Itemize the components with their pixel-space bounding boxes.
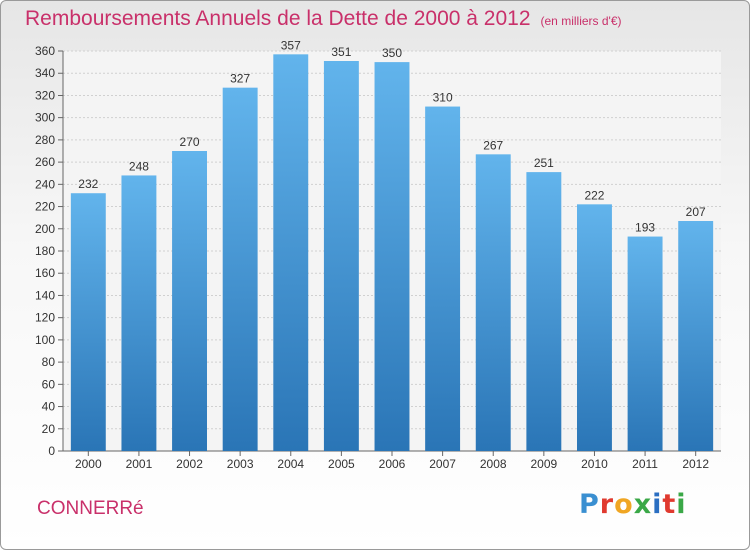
- data-label: 232: [78, 177, 98, 191]
- y-tick-label: 220: [35, 200, 55, 214]
- y-tick-label: 320: [35, 88, 55, 102]
- x-tick-label: 2003: [227, 457, 254, 471]
- bar: [678, 221, 714, 451]
- bar: [172, 151, 208, 451]
- bar: [475, 154, 511, 452]
- data-label: 357: [281, 38, 301, 52]
- x-tick-label: 2005: [328, 457, 355, 471]
- data-label: 222: [584, 188, 604, 202]
- x-tick-label: 2004: [277, 457, 304, 471]
- data-label: 251: [534, 156, 554, 170]
- chart-title: Remboursements Annuels de la Dette de 20…: [25, 7, 622, 31]
- y-tick-label: 340: [35, 66, 55, 80]
- proxiti-logo: Proxiti: [579, 489, 687, 520]
- y-tick-label: 200: [35, 222, 55, 236]
- y-tick-label: 100: [35, 333, 55, 347]
- data-label: 193: [635, 221, 655, 235]
- y-tick-label: 160: [35, 266, 55, 280]
- x-tick-label: 2006: [379, 457, 406, 471]
- data-label: 270: [180, 135, 200, 149]
- y-tick-label: 60: [42, 377, 56, 391]
- data-label: 351: [331, 45, 351, 59]
- y-tick-label: 120: [35, 311, 55, 325]
- bar: [273, 54, 309, 451]
- x-tick-label: 2012: [682, 457, 709, 471]
- bar: [576, 204, 612, 451]
- data-label: 207: [686, 205, 706, 219]
- y-tick-label: 300: [35, 111, 55, 125]
- x-tick-label: 2000: [75, 457, 102, 471]
- y-tick-label: 240: [35, 177, 55, 191]
- data-label: 310: [433, 91, 453, 105]
- unit-note: (en milliers d'€): [540, 14, 622, 28]
- x-tick-label: 2008: [480, 457, 507, 471]
- x-tick-label: 2010: [581, 457, 608, 471]
- data-label: 350: [382, 46, 402, 60]
- bar: [425, 106, 461, 452]
- data-label: 267: [483, 138, 503, 152]
- y-tick-label: 140: [35, 288, 55, 302]
- y-tick-label: 0: [48, 444, 55, 458]
- bar: [627, 236, 663, 451]
- y-tick-label: 180: [35, 244, 55, 258]
- town-name: CONNERRé: [37, 498, 144, 519]
- bar: [526, 172, 562, 451]
- title-text: Remboursements Annuels de la Dette de 20…: [25, 7, 531, 30]
- x-tick-label: 2002: [176, 457, 203, 471]
- x-tick-label: 2011: [632, 457, 658, 471]
- x-tick-label: 2007: [429, 457, 456, 471]
- bar: [70, 193, 106, 451]
- y-tick-label: 80: [42, 355, 56, 369]
- bar: [121, 175, 157, 451]
- bar: [323, 61, 359, 451]
- x-tick-label: 2009: [530, 457, 557, 471]
- y-tick-label: 20: [42, 422, 56, 436]
- y-tick-label: 40: [42, 400, 56, 414]
- data-label: 248: [129, 159, 149, 173]
- data-label: 327: [230, 72, 250, 86]
- bar: [374, 62, 410, 451]
- bar: [222, 87, 258, 452]
- y-tick-label: 280: [35, 133, 55, 147]
- x-tick-label: 2001: [126, 457, 153, 471]
- y-tick-label: 360: [35, 44, 55, 58]
- y-tick-label: 260: [35, 155, 55, 169]
